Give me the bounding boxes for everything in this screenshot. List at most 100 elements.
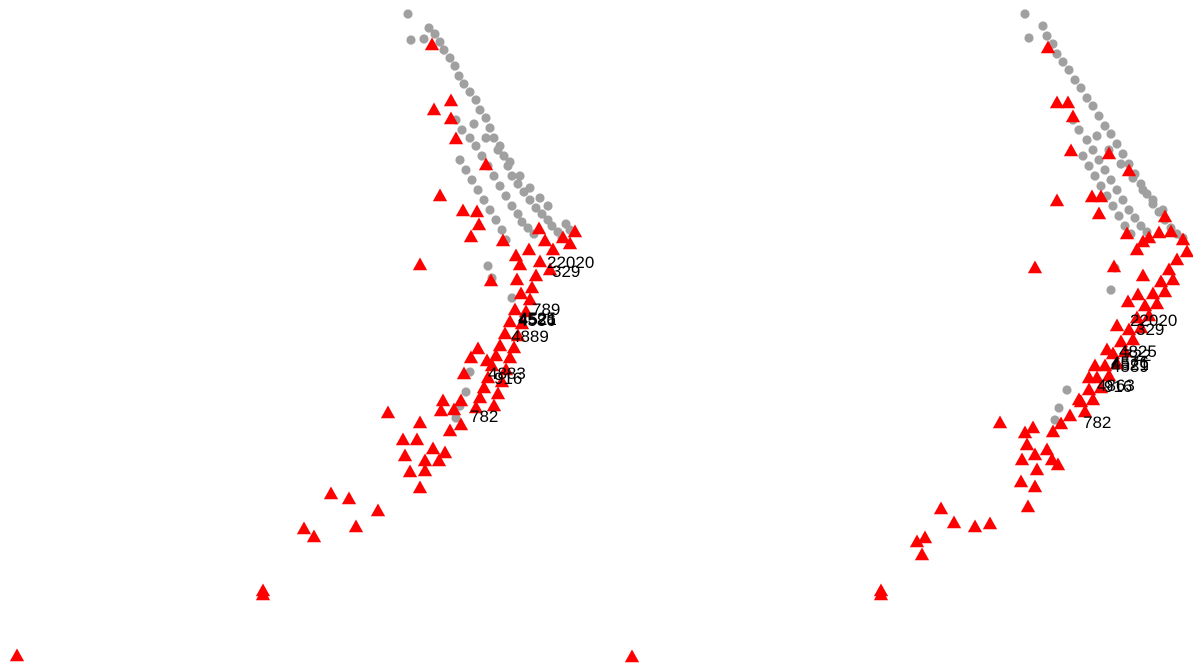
gray-point [483, 261, 493, 271]
gray-point [403, 9, 413, 19]
gray-point [475, 105, 485, 115]
red-triangle-point [424, 37, 440, 51]
red-triangle-point [1125, 332, 1141, 346]
gray-point [495, 181, 505, 191]
red-triangle-point [531, 221, 547, 235]
gray-point [507, 293, 517, 303]
red-triangle-point [453, 393, 469, 407]
red-triangle-point [1045, 424, 1061, 438]
red-triangles-series [624, 40, 1193, 663]
gray-point [1136, 221, 1146, 231]
gray-point [531, 203, 541, 213]
gray-point [1112, 185, 1122, 195]
red-triangle-point [370, 503, 386, 517]
gray-point [450, 61, 460, 71]
gray-point [485, 205, 495, 215]
gray-point [473, 185, 483, 195]
gray-point [1106, 285, 1116, 295]
gray-point [1074, 125, 1084, 135]
red-triangle-point [1109, 318, 1125, 332]
red-triangle-point [967, 519, 983, 533]
point-label: 4825 [1119, 342, 1157, 361]
gray-point [1084, 161, 1094, 171]
red-triangle-point [1145, 286, 1161, 300]
red-triangle-point [1129, 310, 1145, 324]
red-triangle-point [1027, 479, 1043, 493]
red-triangle-point [532, 254, 548, 268]
red-triangle-point [1135, 268, 1151, 282]
red-triangle-point [1091, 206, 1107, 220]
red-triangle-point [412, 257, 428, 271]
red-triangle-point [296, 521, 312, 535]
gray-point [481, 133, 491, 143]
red-triangle-point [1130, 287, 1146, 301]
red-triangle-point [463, 229, 479, 243]
red-triangle-point [1141, 308, 1157, 322]
red-triangle-point [397, 448, 413, 462]
red-triangle-point [518, 304, 534, 318]
red-triangle-point [1077, 404, 1093, 418]
red-triangle-point [512, 257, 528, 271]
gray-point [535, 193, 545, 203]
red-triangle-point [1106, 259, 1122, 273]
point-label: 329 [552, 262, 580, 281]
red-triangle-point [510, 328, 526, 342]
red-triangle-point [1060, 95, 1076, 109]
gray-point [507, 171, 517, 181]
gray-point [499, 151, 509, 161]
gray-point [1094, 155, 1104, 165]
red-triangle-point [1062, 408, 1078, 422]
point-label: 4863 [1097, 376, 1135, 395]
gray-point [1100, 165, 1110, 175]
gray-point [481, 113, 491, 123]
gray-point [513, 209, 523, 219]
red-triangle-point [463, 350, 479, 364]
red-triangle-point [455, 203, 471, 217]
red-triangle-point [545, 242, 561, 256]
gray-point [1042, 31, 1052, 41]
gray-point [457, 125, 467, 135]
point-label: 4589 [1111, 357, 1149, 376]
red-triangle-point [624, 649, 640, 663]
red-triangle-point [1014, 452, 1030, 466]
red-triangle-point [472, 390, 488, 404]
red-triangle-point [933, 501, 949, 515]
red-triangle-point [1093, 380, 1109, 394]
red-triangle-point [442, 423, 458, 437]
gray-point [489, 171, 499, 181]
gray-point [1148, 195, 1158, 205]
gray-point [1124, 205, 1134, 215]
red-triangle-point [480, 370, 496, 384]
point-label: 4889 [511, 327, 549, 346]
red-triangle-point [1084, 189, 1100, 203]
red-triangle-point [1161, 262, 1177, 276]
red-triangle-point [479, 353, 495, 367]
red-triangle-point [471, 217, 487, 231]
red-triangle-point [1053, 416, 1069, 430]
red-triangle-point [1019, 437, 1035, 451]
red-triangle-point [502, 314, 518, 328]
red-triangle-point [1025, 420, 1041, 434]
gray-point [1070, 75, 1080, 85]
gray-point [459, 79, 469, 89]
red-triangle-point [1151, 225, 1167, 239]
red-triangle-point [395, 432, 411, 446]
point-label: 4576 [1111, 353, 1149, 372]
red-triangle-point [1117, 344, 1133, 358]
gray-point [1138, 185, 1148, 195]
gray-point [406, 35, 416, 45]
red-triangle-point [982, 516, 998, 530]
red-triangle-point [402, 464, 418, 478]
red-triangle-point [522, 292, 538, 306]
red-triangle-point [468, 400, 484, 414]
red-triangle-point [1020, 499, 1036, 513]
red-triangle-point [417, 463, 433, 477]
red-triangle-point [1119, 226, 1135, 240]
gray-point [1078, 151, 1088, 161]
point-label: 722 [1123, 346, 1151, 365]
red-triangle-point [425, 441, 441, 455]
red-triangle-point [555, 230, 571, 244]
red-triangle-point [513, 286, 529, 300]
red-triangle-point [323, 486, 339, 500]
red-triangle-point [470, 341, 486, 355]
